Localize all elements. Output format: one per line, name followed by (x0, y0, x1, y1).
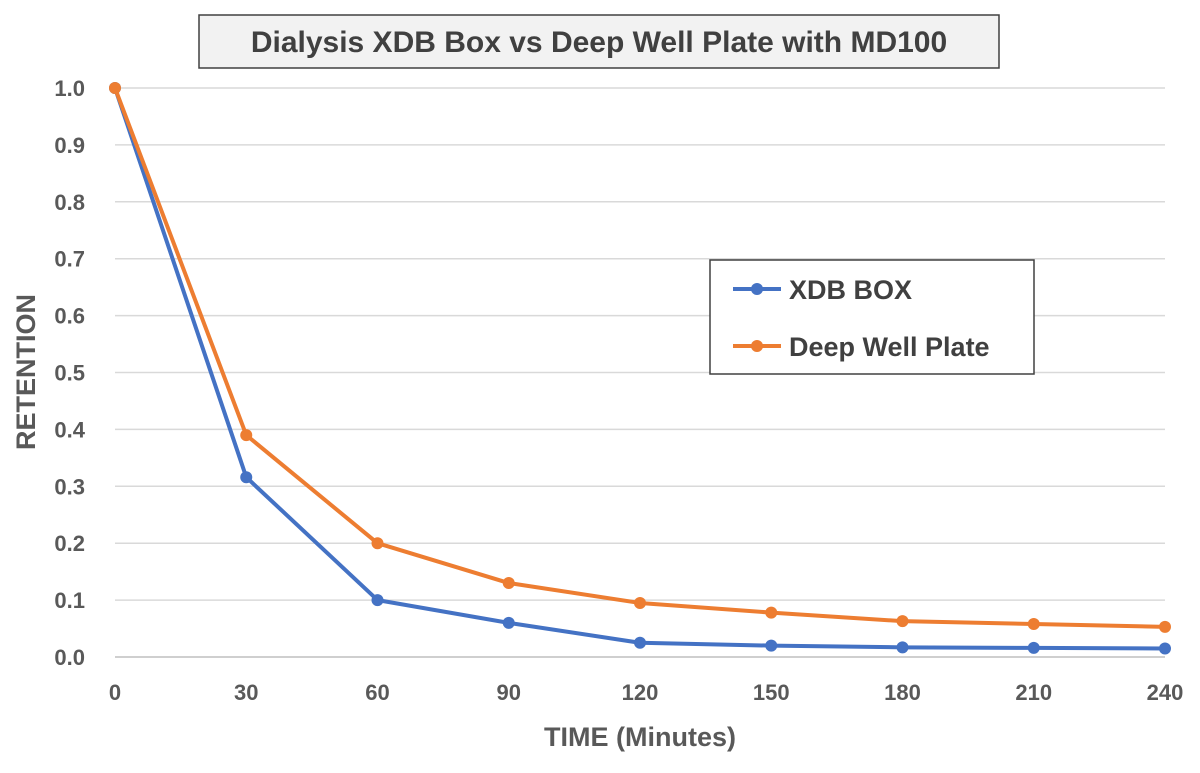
y-tick-label: 0.7 (54, 247, 85, 272)
data-point (1027, 641, 1040, 654)
y-tick-label: 0.6 (54, 304, 85, 329)
legend-item: Deep Well Plate (733, 332, 990, 362)
y-tick-label: 0.3 (54, 474, 85, 499)
y-tick-label: 0.0 (54, 645, 85, 670)
y-tick-label: 0.8 (54, 190, 85, 215)
x-tick-label: 210 (1015, 680, 1052, 705)
x-tick-label: 0 (109, 680, 121, 705)
chart-title-box (198, 14, 1000, 69)
data-point (371, 537, 384, 550)
legend-swatch-marker (751, 283, 763, 295)
data-point (502, 616, 515, 629)
data-point (109, 82, 121, 94)
data-point (240, 471, 253, 484)
x-tick-label: 150 (753, 680, 790, 705)
legend-swatch-marker (751, 340, 763, 352)
legend: XDB BOX Deep Well Plate (709, 259, 1035, 375)
y-tick-label: 0.4 (54, 417, 85, 442)
x-tick-label: 90 (497, 680, 521, 705)
data-point (634, 636, 646, 649)
series-layer (109, 82, 1171, 655)
y-tick-label: 0.9 (54, 133, 85, 158)
x-tick-label: 180 (884, 680, 921, 705)
x-tick-label: 60 (365, 680, 389, 705)
data-point (1159, 620, 1171, 633)
data-point (240, 429, 253, 442)
data-point (1159, 642, 1171, 655)
chart-title: Dialysis XDB Box vs Deep Well Plate with… (251, 26, 947, 59)
data-point (896, 641, 909, 654)
data-point (634, 596, 646, 609)
y-tick-label: 0.2 (54, 531, 85, 556)
x-tick-label: 240 (1147, 680, 1184, 705)
legend-item: XDB BOX (733, 275, 912, 305)
data-point (1027, 617, 1040, 630)
data-point (502, 577, 515, 590)
data-point (896, 615, 909, 628)
x-tick-label: 30 (234, 680, 258, 705)
y-axis-ticks: 0.0 0.1 0.2 0.3 0.4 0.5 0.6 0.7 0.8 0.9 1.0 (54, 76, 85, 670)
legend-label: Deep Well Plate (789, 332, 990, 362)
data-point (371, 594, 384, 607)
series-2 (109, 82, 1171, 633)
legend-box (709, 259, 1035, 375)
x-tick-label: 120 (622, 680, 659, 705)
legend-label: XDB BOX (789, 275, 912, 305)
chart-title-group: Dialysis XDB Box vs Deep Well Plate with… (198, 14, 1000, 69)
data-point (765, 639, 778, 652)
y-tick-label: 1.0 (54, 76, 85, 101)
y-axis-title: RETENTION (11, 294, 41, 450)
x-axis-title: TIME (Minutes) (544, 722, 736, 752)
x-axis-ticks: 0 30 60 90 120 150 180 210 240 (109, 680, 1183, 705)
y-tick-label: 0.5 (54, 361, 85, 386)
y-tick-label: 0.1 (54, 588, 85, 613)
data-point (765, 606, 778, 619)
